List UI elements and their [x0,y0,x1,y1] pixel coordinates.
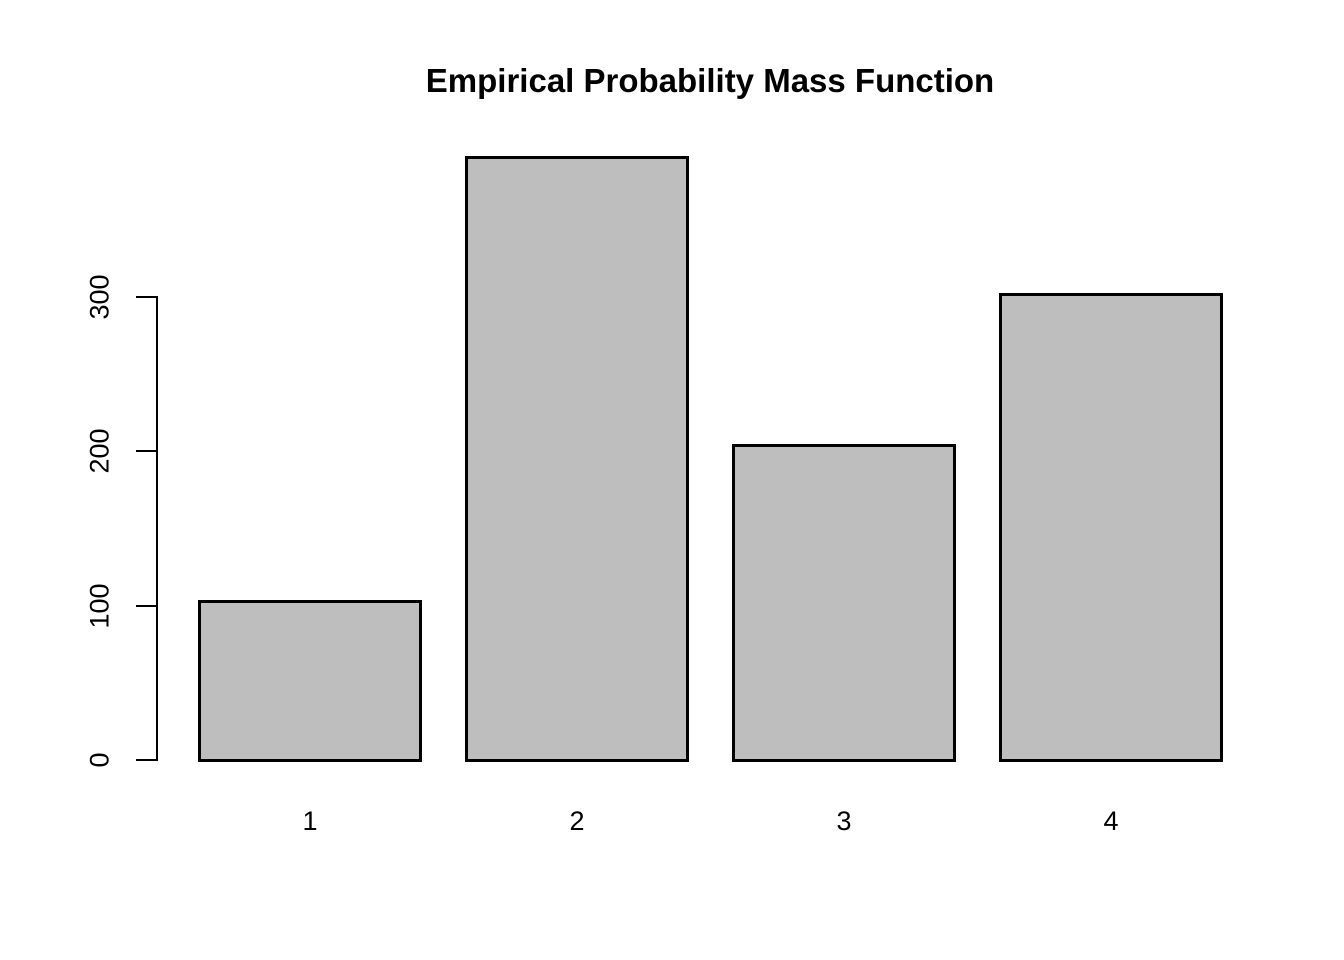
y-tick-label: 300 [84,274,115,320]
y-axis-line [156,296,158,761]
y-tick-label: 200 [84,428,115,474]
y-tick-label: 0 [84,752,115,768]
chart-title: Empirical Probability Mass Function [425,62,995,99]
bar [465,155,689,762]
x-tick-label: 4 [1103,806,1119,836]
bar [999,292,1223,762]
y-tick-mark [136,759,156,761]
x-tick-label: 1 [302,806,318,836]
y-tick-label: 100 [84,583,115,629]
bar [198,600,422,762]
x-tick-label: 3 [836,806,852,836]
y-tick-mark [136,450,156,453]
y-tick-mark [136,296,156,298]
y-tick-mark [136,604,156,607]
x-tick-label: 2 [569,806,585,836]
bar [732,444,956,762]
